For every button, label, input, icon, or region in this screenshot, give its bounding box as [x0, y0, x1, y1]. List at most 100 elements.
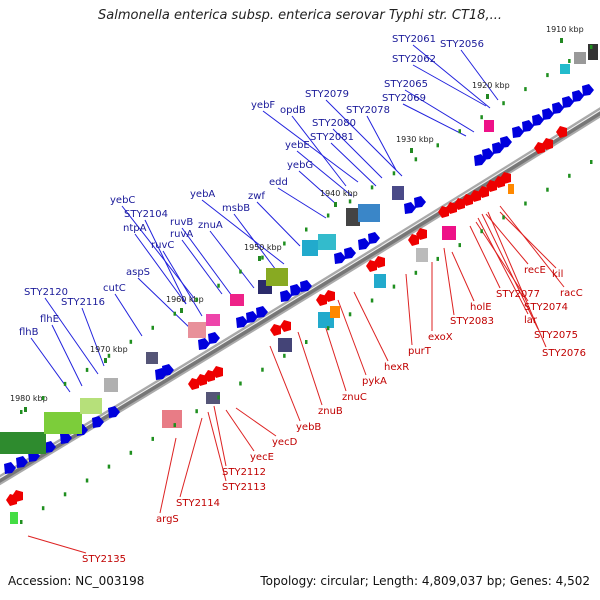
leader-line-reverse — [477, 217, 529, 315]
feature-block — [44, 412, 82, 434]
inner-tick-dot — [436, 256, 439, 261]
gene-label-forward: yebA — [190, 189, 215, 200]
gene-arrow-reverse — [462, 194, 473, 206]
gene-label-forward: STY2120 — [24, 287, 68, 298]
outer-tick-dot — [20, 410, 23, 414]
gene-label-forward: yebG — [287, 160, 313, 171]
leader-line-reverse — [443, 247, 455, 316]
inner-tick-dot — [546, 187, 549, 192]
gene-arrow-forward — [92, 416, 104, 428]
gene-label-forward: cutC — [103, 283, 126, 294]
gene-arrow-reverse — [196, 374, 207, 386]
gene-arrow-forward — [236, 316, 248, 328]
outer-tick-dot — [502, 101, 505, 106]
leader-line-forward — [209, 230, 255, 289]
gene-arrow-forward — [60, 432, 72, 444]
gene-arrow-reverse — [374, 256, 385, 268]
leader-lines — [27, 44, 565, 554]
accession-text: Accession: NC_003198 — [8, 574, 145, 588]
leader-line-reverse — [485, 213, 529, 265]
gene-arrow-forward — [198, 338, 210, 350]
leader-line-reverse — [405, 273, 413, 346]
outer-tick-dot — [63, 381, 67, 386]
inner-tick-dot — [239, 381, 242, 386]
gene-label-reverse: STY2135 — [82, 554, 126, 565]
gene-label-forward: msbB — [222, 203, 250, 214]
gene-arrow-reverse — [470, 190, 481, 202]
inner-tick-dot — [326, 326, 330, 331]
gene-arrow-reverse — [556, 126, 567, 138]
leader-line-forward — [114, 293, 143, 337]
outer-tick-dot — [173, 311, 176, 316]
gene-label-reverse: znuC — [342, 392, 367, 403]
kbp-tick-mark — [258, 256, 261, 261]
gene-label-forward: flhE — [40, 314, 59, 325]
feature-block — [10, 512, 18, 524]
leader-line-reverse — [207, 411, 227, 482]
gene-label-reverse: yebB — [296, 422, 321, 433]
gene-label-reverse: STY2112 — [222, 467, 266, 478]
gene-arrow-reverse — [12, 490, 23, 502]
kbp-tick-mark — [560, 38, 563, 43]
backbone-layer — [0, 107, 600, 486]
outer-tick-dot — [195, 297, 198, 302]
gene-arrow-forward — [582, 84, 594, 96]
gene-arrow-reverse — [446, 202, 457, 214]
outer-tick-dot — [480, 115, 483, 120]
leader-line-reverse — [159, 437, 177, 514]
gene-arrow-forward — [572, 90, 584, 102]
outer-tick-dot — [458, 129, 461, 134]
outer-tick-dot — [524, 87, 527, 92]
leader-line-reverse — [179, 417, 203, 498]
inner-tick-dot — [63, 492, 67, 497]
gene-arrow-forward — [552, 102, 564, 114]
outer-tick-dot — [107, 353, 111, 358]
gene-arrow-reverse — [534, 142, 545, 154]
gene-label-forward: STY2062 — [392, 54, 436, 65]
inner-tick-dot — [129, 450, 133, 455]
gene-label-forward: ruvC — [151, 240, 174, 251]
gene-arrow-forward — [162, 364, 174, 376]
gene-arrow-reverse — [204, 370, 215, 382]
gene-arrow-forward — [108, 406, 120, 418]
feature-block — [374, 274, 386, 288]
leader-line-forward — [44, 297, 99, 375]
gene-arrow-reverse — [366, 260, 377, 272]
inner-tick-dot — [151, 436, 154, 441]
gene-label-reverse: racC — [560, 288, 583, 299]
kbp-tick-mark — [410, 148, 413, 153]
leader-line-forward — [325, 99, 403, 177]
gene-label-reverse: holE — [470, 302, 492, 313]
leader-line-forward — [30, 337, 71, 393]
outer-tick-dot — [217, 283, 220, 288]
gene-label-reverse: hexR — [384, 362, 409, 373]
feature-block — [416, 248, 428, 262]
leader-line-forward — [233, 213, 277, 271]
leader-line-forward — [298, 170, 337, 205]
gene-label-reverse: pykA — [362, 376, 387, 387]
kbp-tick-mark — [24, 407, 27, 412]
outer-tick-dot — [392, 171, 396, 176]
summary-text: Topology: circular; Length: 4,809,037 bp… — [260, 574, 590, 588]
kbp-tick-label: 1970 kbp — [90, 345, 128, 354]
gene-arrow-reverse — [270, 324, 281, 336]
kbp-tick-label: 1940 kbp — [320, 189, 358, 198]
gene-label-forward: yebF — [251, 100, 275, 111]
inner-tick-dot — [524, 201, 527, 206]
gene-label-reverse: STY2076 — [542, 348, 586, 359]
outer-tick-dot — [239, 269, 242, 274]
gene-arrow-reverse — [478, 186, 489, 198]
gene-label-reverse: recE — [524, 265, 546, 276]
feature-block — [588, 44, 598, 60]
kbp-tick-mark — [486, 94, 489, 99]
outer-tick-dot — [326, 213, 330, 218]
leader-line-forward — [291, 115, 347, 187]
leader-line-forward — [296, 150, 353, 197]
inner-tick-dot — [480, 229, 483, 234]
gene-arrow-reverse — [316, 294, 327, 306]
gene-arrow-forward — [280, 290, 292, 302]
leader-line-reverse — [451, 251, 475, 302]
kbp-tick-label: 1920 kbp — [472, 81, 510, 90]
leader-line-forward — [162, 250, 203, 317]
leader-line-reverse — [487, 211, 547, 348]
